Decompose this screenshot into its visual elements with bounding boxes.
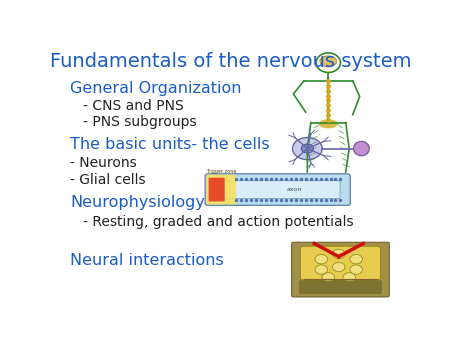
FancyBboxPatch shape xyxy=(301,246,381,280)
Text: axon: axon xyxy=(287,187,302,192)
Circle shape xyxy=(333,249,345,259)
Circle shape xyxy=(315,265,328,274)
Ellipse shape xyxy=(319,119,338,128)
Text: The basic units- the cells: The basic units- the cells xyxy=(70,137,270,152)
Text: Trigger zone: Trigger zone xyxy=(206,169,236,174)
Text: - CNS and PNS: - CNS and PNS xyxy=(70,99,184,113)
Text: - Glial cells: - Glial cells xyxy=(70,173,146,187)
FancyBboxPatch shape xyxy=(299,280,382,294)
Text: - Neurons: - Neurons xyxy=(70,156,137,170)
Circle shape xyxy=(350,265,362,274)
Text: Neurophysiology: Neurophysiology xyxy=(70,195,205,211)
Ellipse shape xyxy=(301,144,314,153)
Circle shape xyxy=(315,255,328,264)
Ellipse shape xyxy=(354,141,369,156)
FancyBboxPatch shape xyxy=(217,180,340,198)
Text: Neural interactions: Neural interactions xyxy=(70,253,224,268)
Circle shape xyxy=(333,262,345,272)
Circle shape xyxy=(350,255,362,264)
Ellipse shape xyxy=(316,53,341,72)
FancyBboxPatch shape xyxy=(292,242,389,297)
Ellipse shape xyxy=(320,56,337,67)
Circle shape xyxy=(343,273,356,282)
FancyBboxPatch shape xyxy=(209,178,225,201)
FancyBboxPatch shape xyxy=(206,175,236,204)
Text: - PNS subgroups: - PNS subgroups xyxy=(70,115,197,129)
Text: - Resting, graded and action potentials: - Resting, graded and action potentials xyxy=(70,215,354,229)
FancyBboxPatch shape xyxy=(205,174,350,205)
Ellipse shape xyxy=(292,138,322,160)
Text: General Organization: General Organization xyxy=(70,81,242,96)
Text: Fundamentals of the nervous system: Fundamentals of the nervous system xyxy=(50,52,411,71)
Circle shape xyxy=(322,273,334,282)
